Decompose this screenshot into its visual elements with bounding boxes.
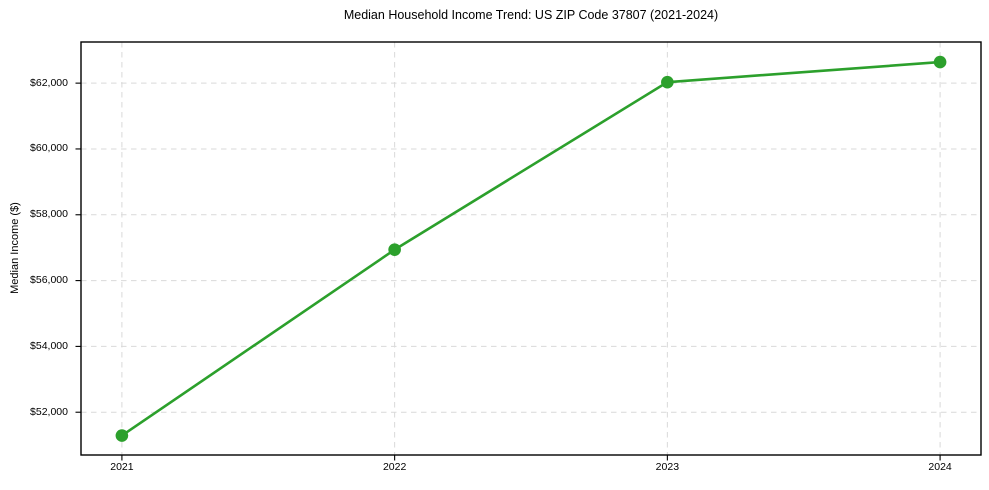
x-tick-label: 2024: [928, 461, 952, 473]
y-tick-label: $52,000: [30, 405, 68, 418]
x-tick-label: 2021: [110, 461, 134, 473]
y-tick-label: $54,000: [30, 339, 68, 352]
y-tick-label: $62,000: [30, 76, 68, 89]
y-tick-label: $56,000: [30, 274, 68, 287]
plot-border: [80, 41, 982, 456]
y-tick-label: $60,000: [30, 142, 68, 155]
data-point-2022: [388, 243, 401, 256]
plot-area: [75, 41, 982, 461]
x-tick-label: 2023: [655, 461, 680, 473]
chart-title: Median Household Income Trend: US ZIP Co…: [343, 8, 719, 22]
y-tick-label: $58,000: [30, 208, 68, 221]
income-trend-line: [120, 60, 942, 437]
data-point-2021: [115, 429, 129, 442]
data-point-2024: [933, 55, 947, 69]
x-tick-label: 2022: [382, 461, 407, 473]
data-point-2023: [661, 75, 674, 89]
line-chart-svg: [75, 41, 982, 461]
